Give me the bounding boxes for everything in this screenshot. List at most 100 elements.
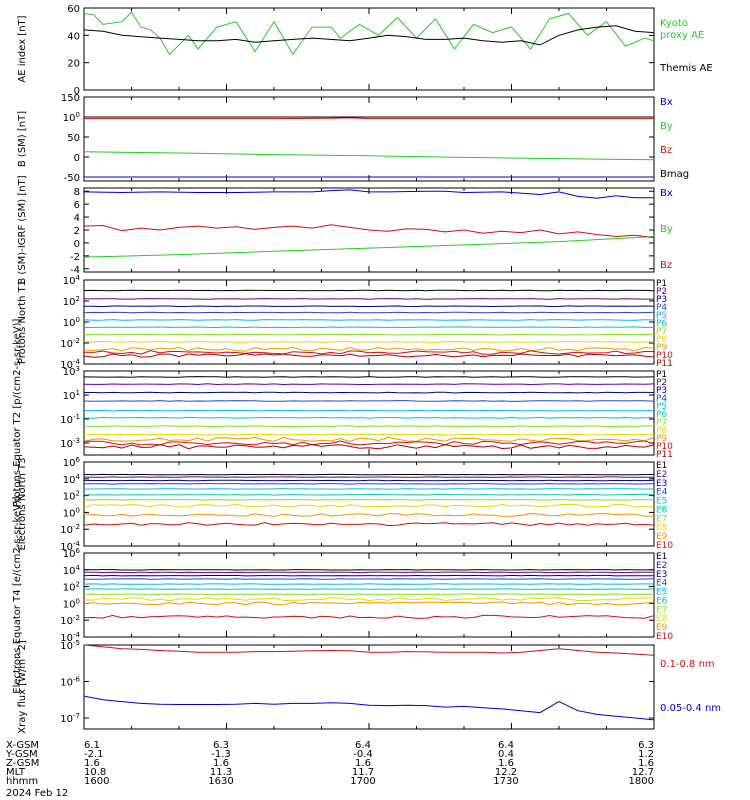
x-row-label: MLT (6, 767, 26, 778)
series-line-0-05-0-4-nm (83, 695, 655, 721)
legend-label: P9 (656, 434, 667, 444)
channel-line-p2 (83, 298, 655, 300)
x-row-value: -2.1 (84, 749, 104, 760)
channel-line-p6 (83, 326, 655, 329)
x-row-value: 1730 (493, 776, 518, 787)
channel-line-p3 (84, 391, 655, 394)
panel-series (83, 11, 655, 56)
channel-line-p3 (83, 305, 655, 308)
legend-label: By (660, 121, 673, 132)
legend-label: P1 (656, 279, 667, 289)
channel-line-p9 (84, 346, 655, 352)
series-line-by (83, 236, 655, 258)
channel-line-e4 (83, 483, 655, 485)
panel-series (83, 189, 655, 258)
x-row-value: 1630 (208, 776, 233, 787)
y-tick-label: 101 (63, 389, 80, 402)
y-tick-label: 100 (63, 597, 80, 610)
legend-label: E10 (656, 541, 673, 551)
y-tick-label: 10-3 (60, 437, 80, 450)
series-line-kyoto-proxy-ae (83, 11, 655, 56)
y-tick-label: 0 (74, 153, 80, 164)
legend-label: E5 (656, 497, 667, 507)
legend-label: E6 (656, 505, 668, 515)
series-line-bz (83, 224, 655, 239)
legend-label: P9 (656, 343, 667, 353)
legend-label: P6 (656, 410, 667, 420)
y-tick-label: 104 (63, 564, 81, 577)
x-row-value: 1700 (350, 776, 375, 787)
channel-line-p5 (83, 409, 655, 412)
legend-label: E2 (656, 470, 667, 480)
y-tick-label: 10-4 (60, 631, 80, 644)
legend-label: P7 (656, 327, 667, 337)
y-axis-label: B (SM) [nT] (17, 111, 28, 167)
panel-series (83, 116, 655, 178)
y-axis-label: Electrons Equator T4 [e/(cm2-s-sr-keV)] (12, 496, 23, 693)
y-axis-label: Protons North T1 (17, 280, 28, 364)
y-tick-label: 40 (67, 31, 80, 42)
channel-line-p1 (83, 376, 655, 378)
y-tick-label: 10-2 (60, 337, 80, 350)
legend-label: Bz (660, 260, 672, 271)
y-tick-label: 102 (63, 490, 80, 503)
legend-label: E3 (656, 479, 667, 489)
channel-line-e10 (83, 614, 655, 619)
y-tick-label: 10-4 (60, 540, 80, 553)
channel-line-e5 (83, 488, 655, 490)
legend-label: E2 (656, 561, 667, 571)
panel-series (83, 376, 655, 450)
legend-label: P5 (656, 402, 667, 412)
series-line-by (83, 151, 655, 161)
legend-label: 0.1-0.8 nm (660, 659, 715, 670)
x-row-value: 11.7 (352, 767, 374, 778)
y-tick-label: 100 (63, 316, 80, 329)
channel-line-p10 (83, 350, 654, 355)
y-tick-label: 10-6 (60, 676, 80, 689)
legend-label: Themis AE (659, 63, 713, 74)
legend-label: E10 (656, 632, 673, 642)
channel-line-e4 (83, 578, 655, 580)
legend-label: Kyoto proxy AE (660, 18, 704, 41)
legend-label: P10 (656, 442, 673, 452)
legend-label: P8 (656, 335, 667, 345)
channel-line-p6 (84, 416, 655, 419)
y-tick-label: 10-7 (60, 712, 80, 725)
y-tick-label: 10-2 (60, 614, 80, 627)
x-row-value: 11.3 (210, 767, 232, 778)
y-tick-label: -50 (64, 173, 80, 184)
channel-line-p8 (83, 341, 655, 343)
legend-label: E9 (656, 532, 668, 542)
y-axis-label: B (SM)-IGRF (SM) [nT] (17, 175, 28, 284)
panel-series (83, 289, 655, 358)
y-axis-label: Protons Equator T2 [p/(cm2-s-sr-keV)] (12, 318, 23, 507)
x-row-value: 6.3 (213, 740, 229, 751)
x-row-value: 0.4 (498, 749, 514, 760)
channel-line-p10 (83, 440, 655, 446)
panel-frame (83, 552, 655, 638)
series-line-themis-ae (83, 25, 655, 46)
y-tick-label: 104 (63, 274, 81, 287)
legend-label: E5 (656, 588, 667, 598)
legend-label: E8 (656, 523, 668, 533)
legend-label: Bmag (660, 169, 689, 180)
channel-line-p8 (83, 433, 655, 436)
legend-label: P3 (656, 386, 667, 396)
x-row-value: 12.7 (632, 767, 654, 778)
legend-label: P2 (656, 378, 667, 388)
channel-line-e9 (83, 512, 655, 517)
legend-label: E4 (656, 579, 668, 589)
y-tick-label: 10-2 (60, 523, 80, 536)
legend-label: P11 (656, 450, 673, 460)
legend-label: P4 (656, 394, 667, 404)
legend-label: E7 (656, 514, 667, 524)
x-row-label: Y-GSM (5, 749, 38, 760)
x-row-label: Z-GSM (6, 758, 39, 769)
channel-line-e6 (83, 588, 655, 590)
x-row-label: hhmm (6, 776, 38, 787)
series-line-bx (83, 189, 654, 199)
y-tick-label: 8 (74, 187, 80, 198)
x-row-label: X-GSM (6, 740, 39, 751)
y-axis-label: Electrons North T3 (17, 457, 28, 550)
